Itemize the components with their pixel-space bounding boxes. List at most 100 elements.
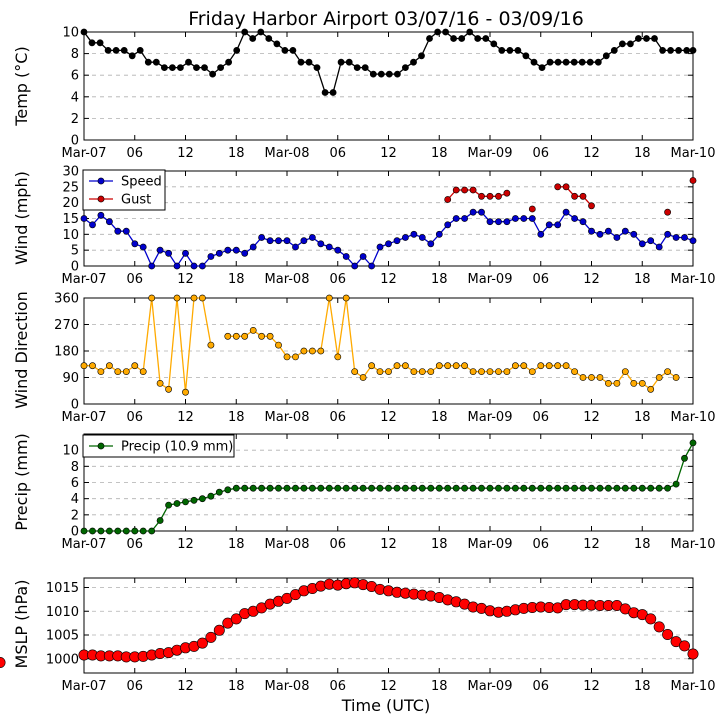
data-point: [689, 47, 697, 54]
x-tick-label: 18: [431, 537, 448, 552]
y-tick-label: 1010: [46, 605, 79, 620]
data-point: [522, 52, 530, 60]
data-point: [514, 47, 522, 54]
x-tick-label: Mar-10: [671, 272, 716, 287]
data-point: [469, 368, 477, 375]
x-tick-label: Mar-10: [671, 410, 716, 425]
data-point: [545, 221, 553, 229]
data-point: [638, 379, 646, 387]
data-point: [96, 39, 104, 47]
data-point: [578, 58, 586, 66]
x-tick-label: 12: [177, 146, 194, 161]
data-point: [198, 294, 206, 302]
data-point: [474, 35, 482, 42]
x-tick-label: 18: [431, 146, 448, 161]
plot-frame: [83, 297, 694, 405]
x-tick-label: 18: [228, 679, 245, 694]
data-point: [224, 332, 232, 340]
data-point: [361, 64, 369, 71]
data-point: [334, 246, 342, 254]
data-point: [452, 362, 460, 370]
data-point: [635, 35, 642, 42]
data-point: [444, 484, 452, 492]
data-point: [144, 58, 152, 66]
data-point: [359, 484, 367, 492]
data-point: [156, 246, 164, 254]
data-point: [308, 234, 316, 241]
data-point: [461, 215, 468, 222]
data-point: [334, 353, 342, 361]
data-point: [418, 368, 426, 375]
data-point: [630, 230, 638, 238]
x-tick-label: 12: [177, 272, 194, 287]
y-tick-label: 20: [62, 196, 79, 211]
panel-1: 0 2 4 6 8 10 Mar-07 06 12 18 Mar-08 06 12 18 Mar-09 06 1…: [12, 26, 715, 162]
data-point: [579, 374, 587, 381]
data-point: [300, 484, 308, 492]
data-point: [410, 58, 417, 66]
data-point: [672, 374, 680, 381]
data-point: [106, 218, 113, 226]
data-point: [342, 294, 350, 302]
data-point: [313, 64, 321, 71]
data-point: [596, 484, 604, 492]
data-point: [185, 58, 192, 66]
y-axis-label: MSLP (hPa): [12, 580, 31, 669]
data-point: [106, 527, 113, 535]
data-point: [241, 28, 249, 36]
data-point: [435, 362, 443, 370]
data-point: [317, 240, 325, 248]
y-tick-label: 1000: [46, 652, 79, 667]
legend-label: Precip (10.9 mm): [121, 440, 233, 455]
data-point: [292, 243, 299, 251]
x-tick-label: 18: [634, 146, 651, 161]
data-point: [224, 486, 232, 494]
y-tick-label: 0: [71, 398, 79, 413]
x-tick-label: 18: [634, 410, 651, 425]
data-point: [426, 35, 433, 42]
data-point: [190, 262, 198, 270]
data-point: [401, 234, 409, 241]
plot-frame: [83, 577, 694, 674]
data-point: [173, 294, 181, 302]
y-tick-label: 1015: [46, 581, 79, 596]
data-point: [495, 368, 502, 375]
data-point: [225, 58, 232, 66]
x-tick-label: 12: [583, 272, 600, 287]
data-point: [165, 501, 172, 509]
data-point: [562, 484, 570, 492]
x-tick-label: 06: [126, 146, 143, 161]
data-point: [88, 39, 96, 47]
x-tick-label: 12: [583, 410, 600, 425]
data-point: [579, 192, 587, 200]
panel-5: 1000 1005 1010 1015 Mar-07 06 12 18 Mar-08 06 12 18…: [0, 577, 715, 694]
data-point: [452, 484, 460, 492]
data-point: [630, 484, 638, 492]
y-axis-label: Wind (mph): [12, 171, 31, 265]
data-point: [435, 230, 443, 238]
data-point: [359, 253, 367, 260]
data-point: [385, 368, 392, 375]
data-point: [80, 527, 88, 535]
y-tick-label: 6: [71, 476, 79, 491]
data-point: [385, 484, 392, 492]
data-point: [393, 237, 401, 245]
data-point: [675, 47, 682, 54]
y-tick-label: 180: [54, 345, 79, 360]
data-point: [325, 294, 333, 302]
data-point: [337, 58, 345, 66]
data-point: [554, 183, 562, 191]
data-point: [317, 347, 325, 355]
data-point: [209, 70, 216, 78]
data-point: [653, 621, 665, 633]
data-point: [528, 215, 536, 222]
data-point: [97, 368, 105, 375]
data-point: [562, 183, 570, 191]
data-point: [503, 484, 511, 492]
y-tick-label: 25: [62, 180, 79, 195]
x-tick-label: Mar-09: [468, 146, 513, 161]
data-point: [329, 89, 337, 96]
data-point: [486, 192, 494, 200]
data-point: [554, 221, 562, 229]
y-tick-label: 2: [71, 112, 79, 127]
